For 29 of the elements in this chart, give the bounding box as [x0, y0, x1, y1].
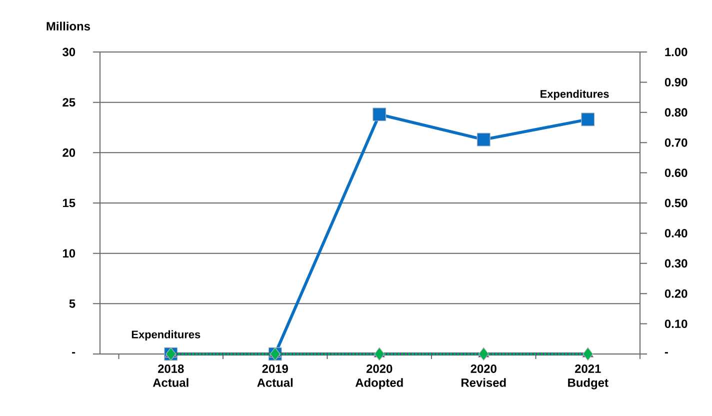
y2-tick-label: 0.60 — [664, 168, 688, 178]
series-label: Expenditures — [540, 90, 609, 100]
x-tick-label: 2020 Revised — [462, 364, 506, 387]
y-tick-label: 15 — [63, 198, 76, 208]
point — [476, 132, 490, 146]
y2-tick-label: - — [664, 352, 668, 354]
y-tick-label: - — [72, 352, 76, 354]
point — [372, 108, 386, 122]
annotation: Expenditures — [132, 330, 200, 341]
y2-tick-label: 0.20 — [664, 289, 688, 298]
x-tick-label: 2020 Adopted — [355, 364, 403, 390]
y-tick-label: 5 — [69, 300, 76, 308]
y-tick-label: 25 — [62, 98, 76, 107]
y-tick-label: 30 — [62, 48, 76, 56]
y-tick-label: 20 — [62, 148, 76, 157]
y-tick-label: 10 — [63, 249, 76, 258]
y2-tick-label: 0.30 — [664, 259, 688, 268]
y2-tick-label: 0.10 — [664, 320, 688, 328]
x-tick-label: 2019 Actual — [257, 364, 293, 387]
y2-tick-label: 1.00 — [665, 48, 688, 56]
x-tick-label: 2018 Actual — [152, 364, 188, 387]
y2-tick-label: 0.50 — [664, 198, 688, 208]
x-tick-label: 2021 Budget — [568, 364, 608, 390]
y2-tick-label: 0.40 — [664, 228, 688, 238]
y2-tick-label: 0.70 — [664, 138, 688, 147]
y2-tick-label: 0.80 — [664, 108, 688, 117]
y-axis-title: Millions — [46, 22, 90, 30]
point — [581, 112, 595, 126]
y2-tick-label: 0.90 — [664, 78, 688, 86]
